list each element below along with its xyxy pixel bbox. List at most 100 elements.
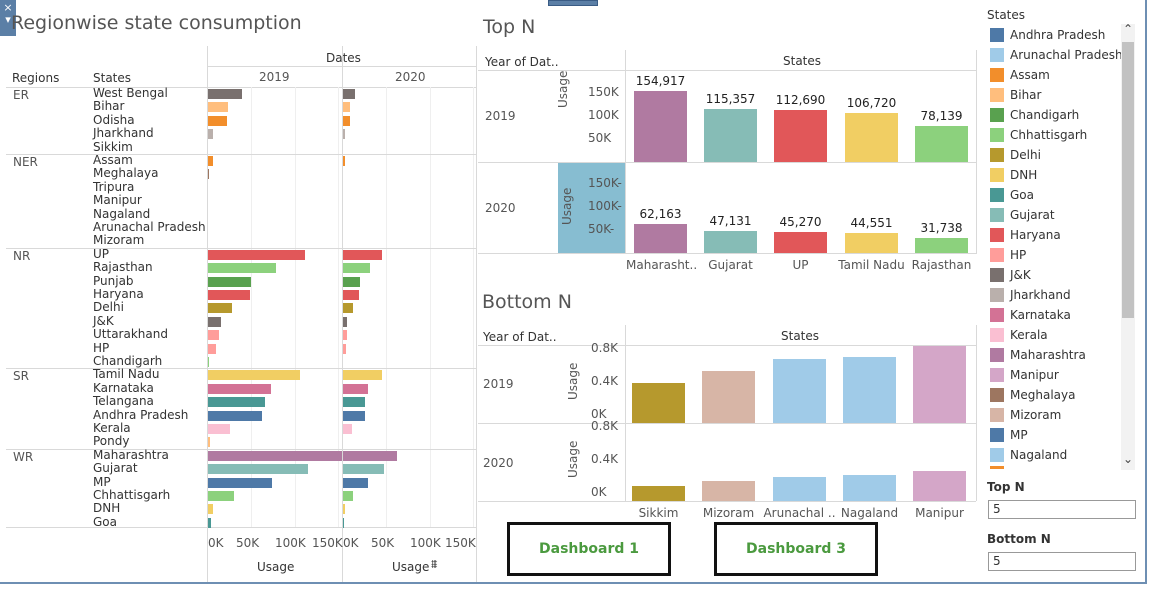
botn-bar-2020-2[interactable] [773, 477, 826, 501]
topn-bar-2019-3[interactable] [845, 112, 898, 162]
close-icon[interactable]: × [3, 1, 13, 14]
topn-bar-2020-0[interactable] [634, 224, 687, 253]
legend-item-nagaland[interactable]: Nagaland [990, 446, 1067, 464]
bar-2019-andhra-pradesh[interactable] [208, 410, 262, 421]
bar-2020-assam[interactable] [343, 156, 345, 166]
botn-bar-2019-0[interactable] [632, 383, 685, 423]
worksheet-menu-button[interactable]: × ▾ [0, 0, 16, 36]
bar-2019-up[interactable] [208, 249, 306, 260]
bar-2019-meghalaya[interactable] [208, 169, 210, 180]
bar-2019-goa[interactable] [208, 517, 211, 528]
bar-2019-telangana[interactable] [208, 397, 266, 408]
topn-bar-2020-2[interactable] [774, 232, 827, 253]
topn-bar-2019-0[interactable] [634, 90, 687, 162]
drag-handle[interactable] [548, 0, 598, 6]
legend-item-j-k[interactable]: J&K [990, 266, 1031, 284]
legend-item-delhi[interactable]: Delhi [990, 146, 1041, 164]
dashboard-3-button[interactable]: Dashboard 3 [714, 522, 878, 576]
topn-bar-2020-3[interactable] [845, 232, 898, 253]
bar-2020-bihar[interactable] [343, 102, 350, 113]
bar-2019-tamil-nadu[interactable] [208, 370, 301, 381]
botn-bar-2019-4[interactable] [913, 346, 966, 423]
legend-item-dnh[interactable]: DNH [990, 166, 1037, 184]
bar-2020-chhattisgarh[interactable] [343, 491, 354, 501]
legend-item-hp[interactable]: HP [990, 246, 1026, 264]
bar-2019-odisha[interactable] [208, 115, 228, 126]
bar-2020-karnataka[interactable] [343, 383, 369, 394]
bar-2020-mp[interactable] [343, 477, 369, 488]
legend-item-assam[interactable]: Assam [990, 66, 1050, 84]
sort-icon[interactable]: ⩩ [431, 557, 438, 571]
legend-item-haryana[interactable]: Haryana [990, 226, 1061, 244]
botn-bar-2020-1[interactable] [702, 481, 755, 501]
bar-2019-rajasthan[interactable] [208, 263, 276, 274]
bar-2019-assam[interactable] [208, 156, 214, 166]
legend-item-andhra-pradesh[interactable]: Andhra Pradesh [990, 26, 1105, 44]
topn-bar-2019-4[interactable] [915, 126, 968, 162]
topn-bar-2019-1[interactable] [704, 108, 757, 162]
bar-2019-delhi[interactable] [208, 303, 233, 314]
bar-2019-jharkhand[interactable] [208, 129, 213, 140]
bar-2020-jharkhand[interactable] [343, 129, 345, 140]
legend-item-chhattisgarh[interactable]: Chhattisgarh [990, 126, 1087, 144]
bar-2020-haryana[interactable] [343, 290, 360, 300]
bar-2019-j-k[interactable] [208, 316, 221, 327]
legend-item-karnataka[interactable]: Karnataka [990, 306, 1071, 324]
legend-item-arunachal-pradesh[interactable]: Arunachal Pradesh [990, 46, 1123, 64]
bar-2019-chhattisgarh[interactable] [208, 491, 234, 501]
bar-2019-punjab[interactable] [208, 276, 252, 287]
bar-2020-uttarakhand[interactable] [343, 330, 348, 341]
top-n-selected-cell[interactable] [558, 162, 626, 254]
scroll-down-icon[interactable]: ⌄ [1123, 452, 1134, 466]
bottom-n-input[interactable]: 5 [988, 552, 1136, 571]
bar-2019-maharashtra[interactable] [208, 450, 342, 461]
botn-bar-2020-0[interactable] [632, 486, 685, 501]
bar-2020-maharashtra[interactable] [343, 450, 397, 461]
bar-2020-gujarat[interactable] [343, 464, 384, 475]
bar-2019-hp[interactable] [208, 343, 216, 354]
bar-2020-hp[interactable] [343, 343, 347, 354]
legend-item-bihar[interactable]: Bihar [990, 86, 1041, 104]
bar-2020-up[interactable] [343, 249, 383, 260]
legend-item-jharkhand[interactable]: Jharkhand [990, 286, 1071, 304]
bar-2020-telangana[interactable] [343, 397, 366, 408]
bar-2019-karnataka[interactable] [208, 383, 272, 394]
bar-2019-pondy[interactable] [208, 437, 211, 448]
legend-item-mizoram[interactable]: Mizoram [990, 406, 1061, 424]
botn-bar-2020-3[interactable] [843, 475, 896, 501]
topn-bar-2020-4[interactable] [915, 238, 968, 253]
bar-2020-delhi[interactable] [343, 303, 353, 314]
bar-2020-j-k[interactable] [343, 316, 348, 327]
bar-2020-west-bengal[interactable] [343, 89, 356, 99]
legend-item-manipur[interactable]: Manipur [990, 366, 1059, 384]
legend-item-chandigarh[interactable]: Chandigarh [990, 106, 1079, 124]
bar-2019-haryana[interactable] [208, 290, 251, 300]
x-axis-label-2020[interactable]: Usage [392, 560, 430, 574]
legend-item-goa[interactable]: Goa [990, 186, 1034, 204]
legend-item-maharashtra[interactable]: Maharashtra [990, 346, 1086, 364]
scroll-up-icon[interactable]: ⌃ [1123, 22, 1134, 36]
botn-bar-2019-2[interactable] [773, 358, 826, 423]
bar-2020-rajasthan[interactable] [343, 263, 371, 274]
bar-2019-kerala[interactable] [208, 424, 230, 434]
topn-bar-2019-2[interactable] [774, 110, 827, 162]
bar-2019-dnh[interactable] [208, 504, 213, 515]
botn-bar-2020-4[interactable] [913, 471, 966, 501]
bar-2020-dnh[interactable] [343, 504, 345, 515]
bar-2020-punjab[interactable] [343, 276, 361, 287]
bar-2019-uttarakhand[interactable] [208, 330, 220, 341]
botn-bar-2019-1[interactable] [702, 371, 755, 423]
bar-2020-kerala[interactable] [343, 424, 352, 434]
bar-2020-tamil-nadu[interactable] [343, 370, 382, 381]
legend-item-meghalaya[interactable]: Meghalaya [990, 386, 1075, 404]
dropdown-icon[interactable]: ▾ [5, 13, 11, 26]
bar-2019-chandigarh[interactable] [208, 357, 210, 367]
bar-2019-mp[interactable] [208, 477, 272, 488]
botn-bar-2019-3[interactable] [843, 357, 896, 423]
topn-bar-2020-1[interactable] [704, 231, 757, 253]
bar-2020-andhra-pradesh[interactable] [343, 410, 365, 421]
bar-2020-goa[interactable] [343, 517, 344, 528]
top-n-input[interactable]: 5 [988, 500, 1136, 519]
dashboard-1-button[interactable]: Dashboard 1 [507, 522, 671, 576]
legend-item-kerala[interactable]: Kerala [990, 326, 1048, 344]
